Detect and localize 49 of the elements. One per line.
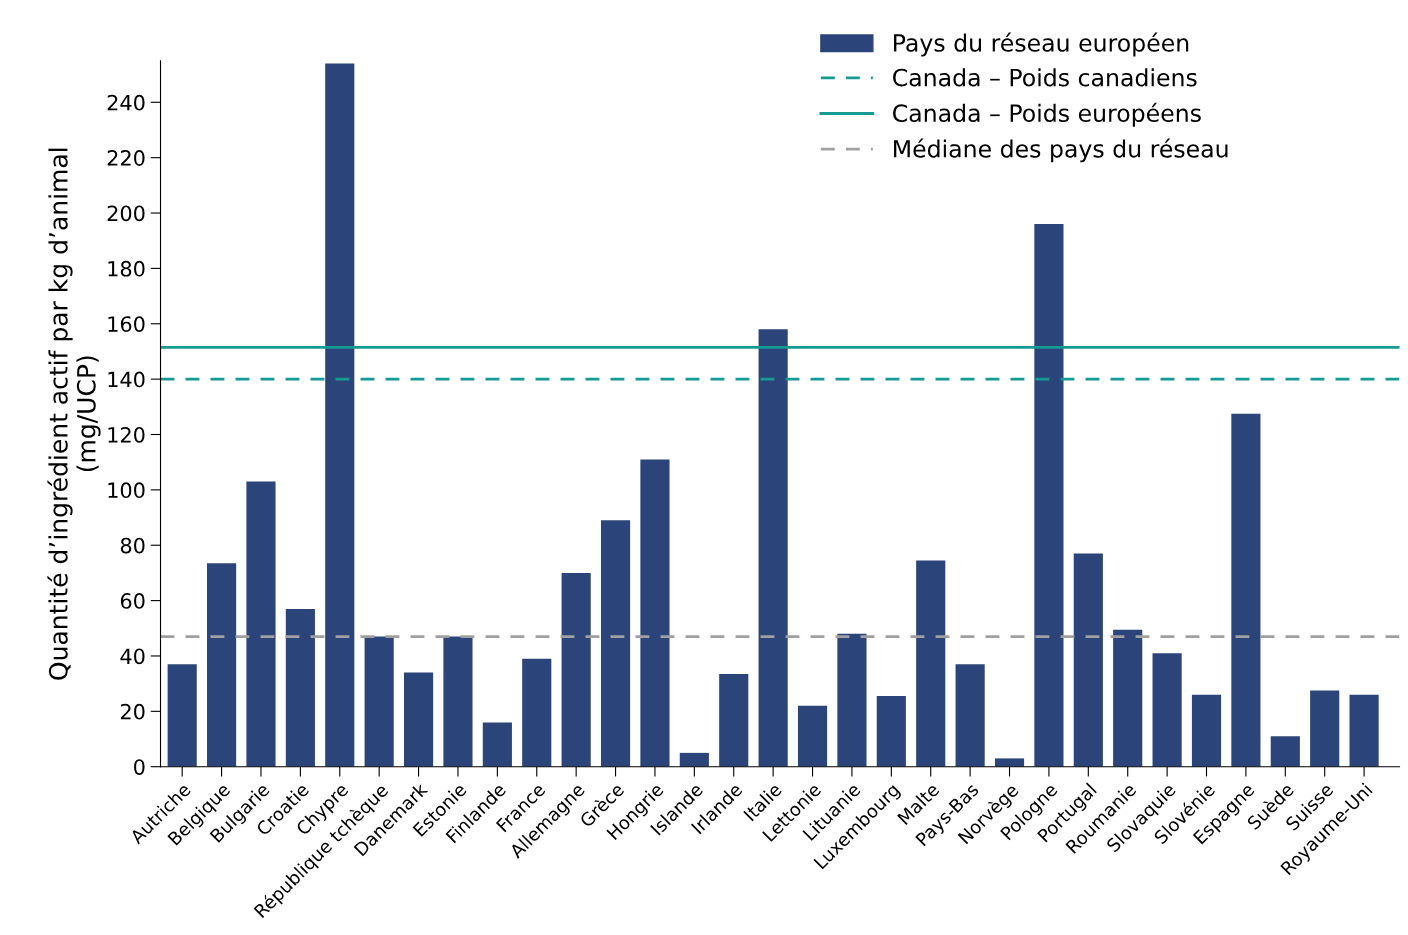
bar — [1113, 629, 1143, 767]
bar — [1152, 653, 1182, 767]
y-tick-label: 80 — [120, 537, 145, 554]
bar — [1073, 553, 1103, 767]
bar — [916, 560, 946, 767]
bar — [797, 705, 828, 767]
bar — [1191, 694, 1222, 767]
y-tick-label: 0 — [134, 759, 145, 775]
bar — [719, 673, 749, 767]
bar — [1034, 224, 1064, 767]
bar — [522, 658, 552, 767]
y-tick-label: 200 — [107, 205, 145, 222]
bar — [443, 636, 473, 767]
y-tick-label: 120 — [108, 426, 145, 443]
legend-label: Canada – Poids européens — [893, 102, 1201, 127]
legend-label: Pays du réseau européen — [894, 32, 1189, 57]
bar — [285, 608, 315, 767]
y-tick-label: 180 — [108, 260, 145, 277]
y-tick-label: 60 — [120, 593, 145, 609]
bar — [876, 696, 906, 767]
bar — [837, 633, 867, 767]
bar — [1231, 413, 1261, 767]
y-tick-label: 240 — [107, 94, 145, 111]
bar — [955, 664, 985, 767]
bar — [561, 572, 591, 767]
y-tick-label: 40 — [120, 648, 145, 665]
bar — [679, 752, 709, 767]
legend-label: Canada – Poids canadiens — [893, 68, 1197, 87]
bar — [994, 758, 1025, 767]
y-tick-label: 160 — [108, 316, 145, 332]
y-tick-label: 140 — [108, 371, 145, 388]
bar — [364, 636, 394, 767]
bar — [403, 672, 434, 767]
bar — [600, 520, 631, 767]
bar — [482, 722, 512, 767]
bar — [640, 459, 670, 767]
legend-label: Médiane des pays du réseau — [894, 138, 1228, 163]
bar — [1310, 690, 1340, 767]
bar — [1270, 736, 1300, 767]
bar — [207, 563, 237, 767]
bar — [758, 329, 788, 767]
bar — [325, 63, 355, 767]
y-tick-label: 20 — [120, 703, 145, 720]
bar — [167, 664, 197, 767]
bar — [1349, 694, 1379, 767]
y-tick-label: 100 — [108, 482, 145, 499]
y-tick-label: 220 — [107, 150, 145, 166]
bar — [246, 481, 276, 767]
y-axis-title: Quantité d’ingrédient actif par kg d’animal (mg/UCP) — [47, 148, 101, 680]
